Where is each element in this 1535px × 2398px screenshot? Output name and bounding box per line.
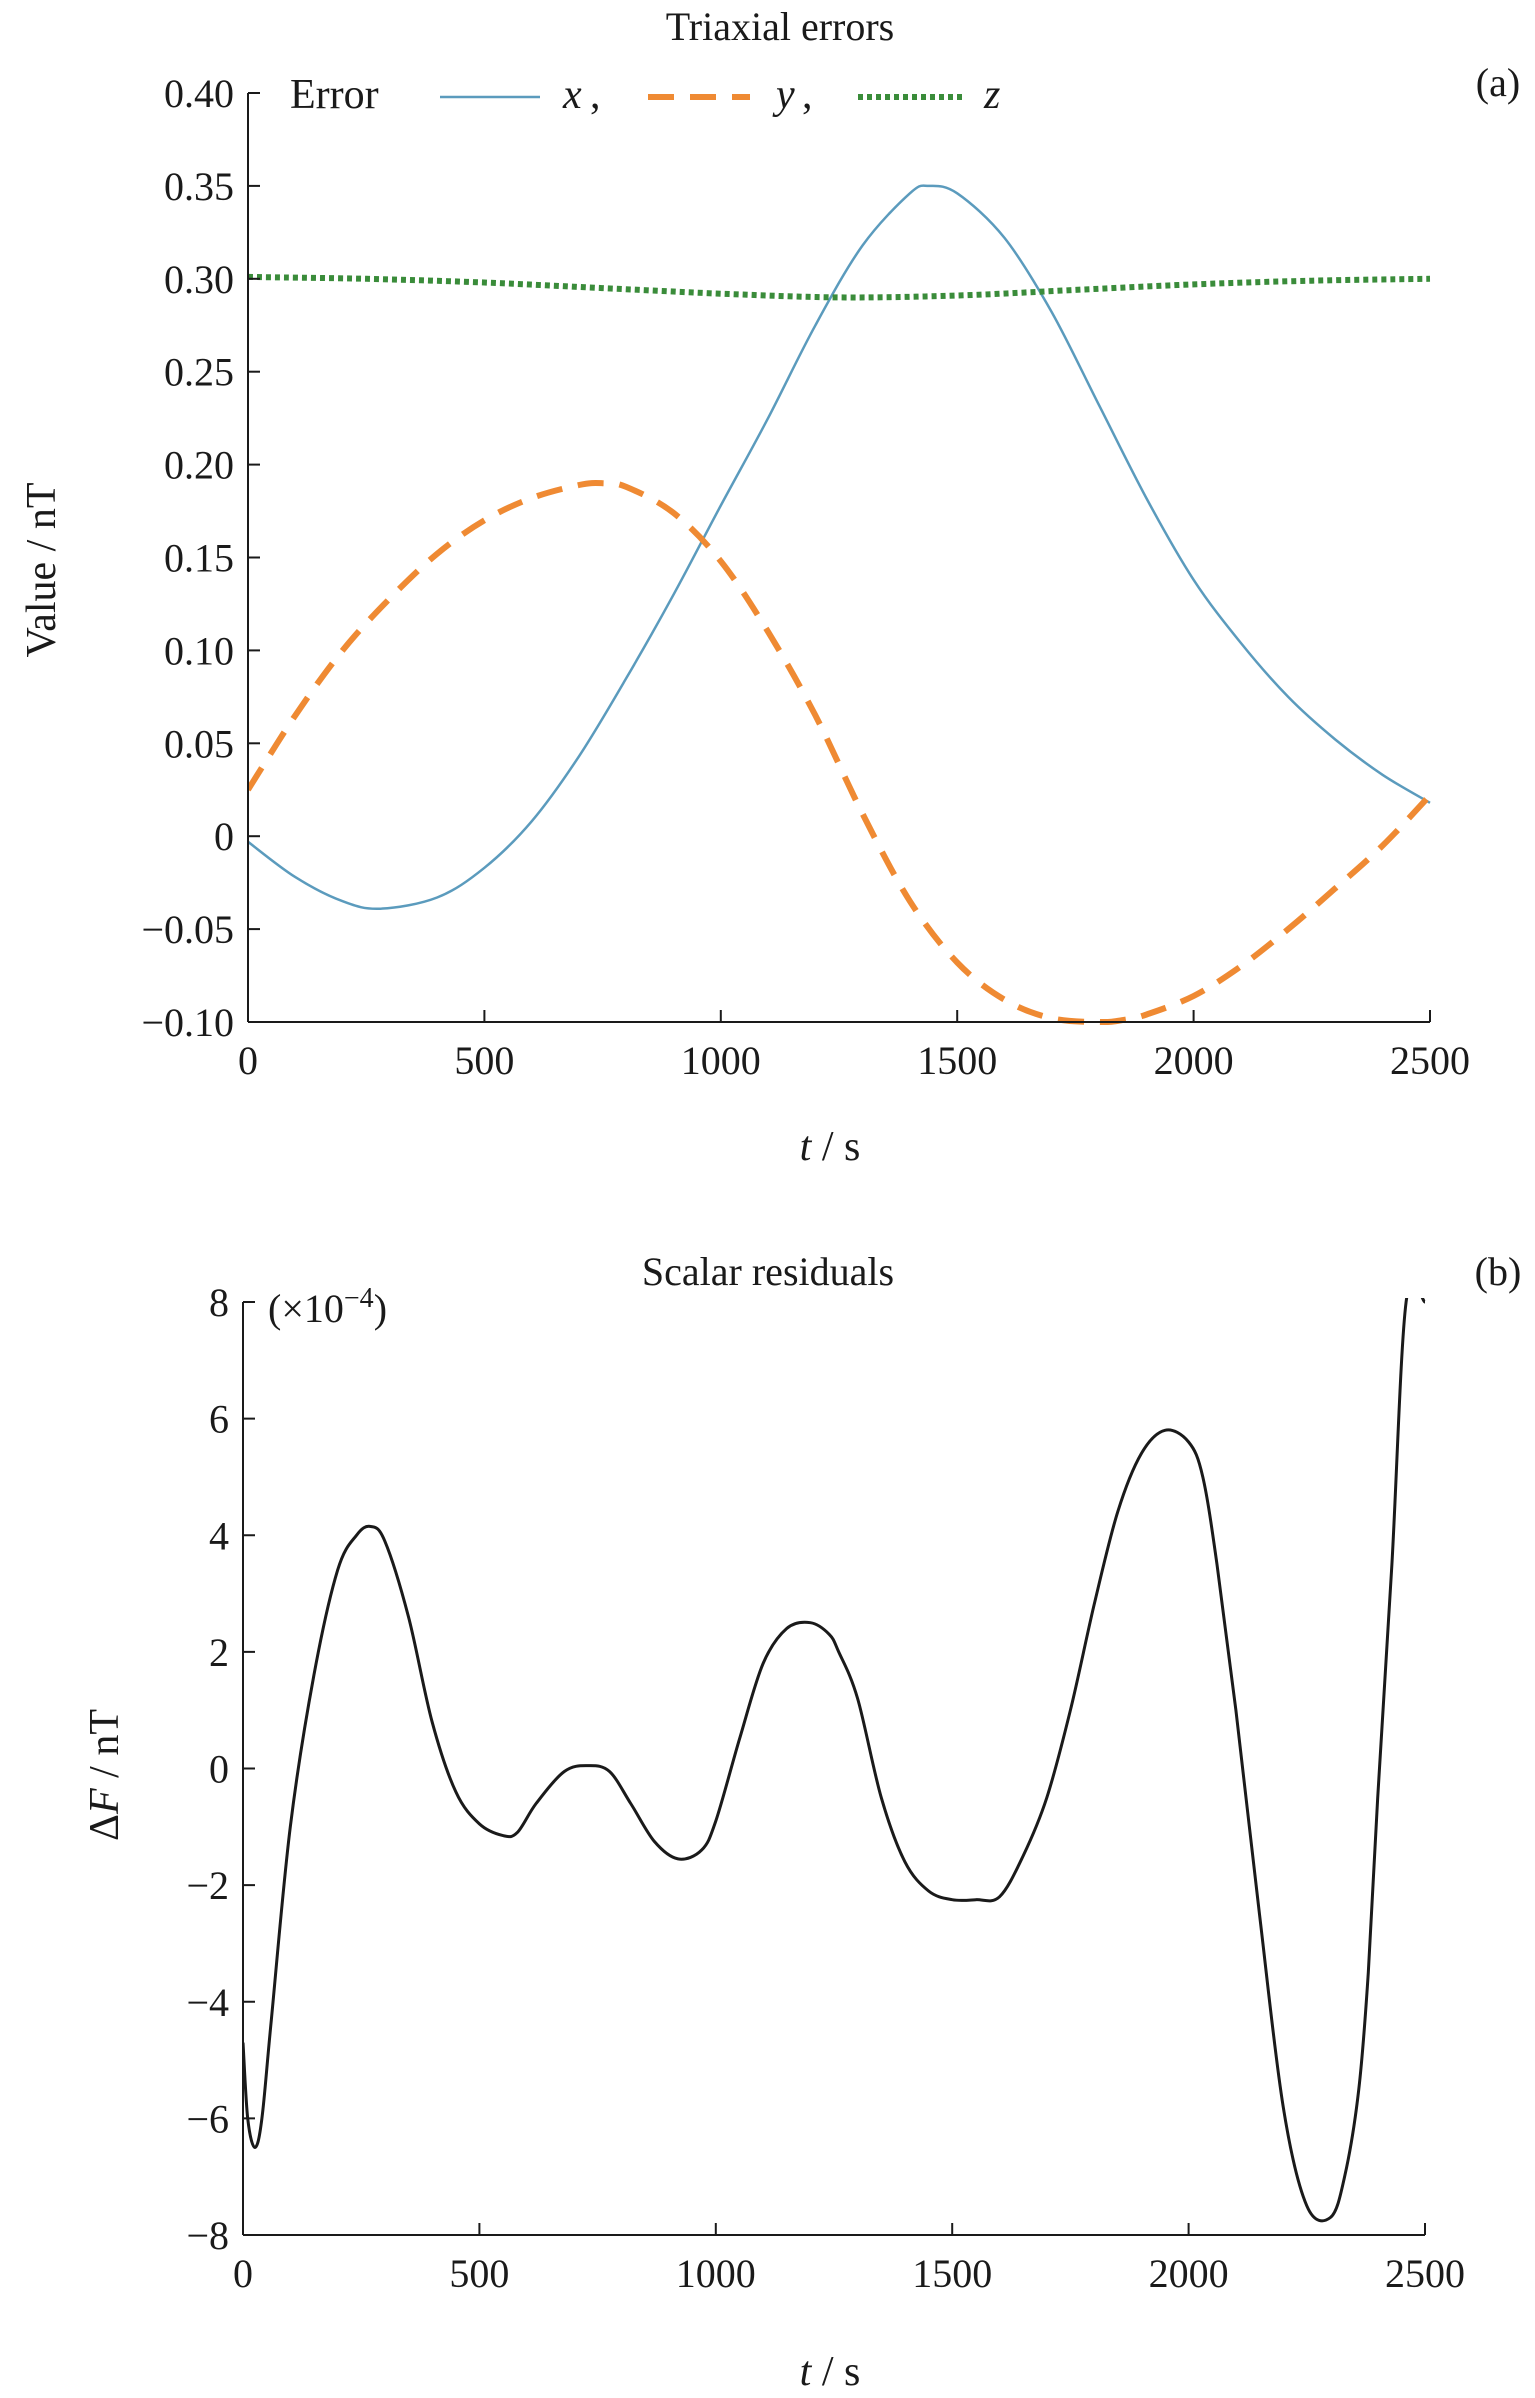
panel-a-series-x xyxy=(248,184,1431,911)
panel-b-xtick-label: 1500 xyxy=(912,2251,992,2296)
panel-a-ytick-label: 0.25 xyxy=(164,350,234,395)
panel-b-ytick-label: −4 xyxy=(186,1980,229,2025)
panel-a-series-y xyxy=(248,480,1433,1026)
panel-a-legend: Error x , y , z xyxy=(290,72,1000,118)
legend-y-label: y xyxy=(772,72,795,118)
panel-a-axes: 0.40 0.35 0.30 0.25 0.20 0.15 0.10 0.05 0 −0.05 −0… xyxy=(141,71,1470,1083)
panel-a-series xyxy=(248,184,1433,1026)
panel-a-xtick-label: 500 xyxy=(454,1038,514,1083)
panel-a-ytick-label: 0 xyxy=(214,814,234,859)
panel-a-xlabel-unit: / s xyxy=(811,1124,860,1170)
panel-b-ytick-label: −8 xyxy=(186,2213,229,2258)
panel-b-series-line xyxy=(243,1298,1427,2223)
panel-b-xlabel-var: t xyxy=(800,2349,813,2395)
panel-a-ytick-label: 0.05 xyxy=(164,721,234,766)
panel-a-xtick-label: 1000 xyxy=(681,1038,761,1083)
panel-b-ytick-label: 2 xyxy=(209,1630,229,1675)
panel-a-ytick-label: −0.05 xyxy=(141,907,234,952)
panel-b-ytick-label: 4 xyxy=(209,1513,229,1558)
panel-a-title: Triaxial errors xyxy=(666,4,894,49)
panel-a-xlabel-var: t xyxy=(800,1124,813,1170)
panel-b-ylabel-prefix: Δ xyxy=(82,1814,128,1841)
panel-a-xtick-label: 1500 xyxy=(917,1038,997,1083)
panel-b-xtick-label: 2500 xyxy=(1385,2251,1465,2296)
panel-b-xlabel-unit: / s xyxy=(811,2349,860,2395)
panel-a-xtick-label: 2000 xyxy=(1154,1038,1234,1083)
panel-b-scalar-residuals: Scalar residuals (b) (×10−4) 8 6 4 2 0 −2 −4 −6… xyxy=(82,1249,1521,2395)
panel-b-ytick-label: 6 xyxy=(209,1397,229,1442)
panel-a-ytick-label: −0.10 xyxy=(141,1000,234,1045)
panel-a-series-z xyxy=(248,273,1431,301)
panel-b-scale-note: (×10−4) xyxy=(268,1283,387,1332)
panel-b-scale-exp: −4 xyxy=(344,1283,374,1314)
panel-b-ytick-label: 8 xyxy=(209,1280,229,1325)
panel-a-triaxial-errors: Triaxial errors (a) Error x , y , z 0.40… xyxy=(19,4,1520,1170)
panel-b-series xyxy=(243,1298,1427,2223)
panel-b-xlabel: t / s xyxy=(800,2349,861,2395)
panel-a-ylabel: Value / nT xyxy=(19,483,65,658)
panel-b-ytick-label: −6 xyxy=(186,2096,229,2141)
panel-b-ytick-label: 0 xyxy=(209,1747,229,1792)
panel-a-xlabel: t / s xyxy=(800,1124,861,1170)
panel-b-ytick-label: −2 xyxy=(186,1863,229,1908)
panel-a-ytick-label: 0.30 xyxy=(164,257,234,302)
panel-b-ylabel-unit: / nT xyxy=(82,1709,128,1788)
panel-a-label: (a) xyxy=(1476,60,1520,105)
panel-a-ytick-label: 0.35 xyxy=(164,164,234,209)
panel-b-title: Scalar residuals xyxy=(642,1249,894,1294)
panel-a-xtick-label: 0 xyxy=(238,1038,258,1083)
legend-z-label: z xyxy=(983,72,1000,118)
panel-b-xtick-label: 1000 xyxy=(676,2251,756,2296)
panel-a-ytick-label: 0.20 xyxy=(164,443,234,488)
legend-x-sep: , xyxy=(590,72,601,118)
legend-x-label: x xyxy=(562,72,582,118)
panel-b-ylabel: ΔF / nT xyxy=(82,1709,128,1841)
panel-b-xtick-label: 2000 xyxy=(1149,2251,1229,2296)
legend-title: Error xyxy=(290,72,379,118)
panel-a-xtick-label: 2500 xyxy=(1390,1038,1470,1083)
panel-b-xtick-label: 0 xyxy=(233,2251,253,2296)
panel-b-xtick-label: 500 xyxy=(449,2251,509,2296)
panel-b-label: (b) xyxy=(1475,1249,1522,1294)
panel-b-ylabel-var: F xyxy=(82,1788,128,1815)
panel-a-ytick-label: 0.10 xyxy=(164,628,234,673)
legend-y-sep: , xyxy=(802,72,813,118)
panel-a-ytick-label: 0.40 xyxy=(164,71,234,116)
panel-a-ytick-label: 0.15 xyxy=(164,536,234,581)
